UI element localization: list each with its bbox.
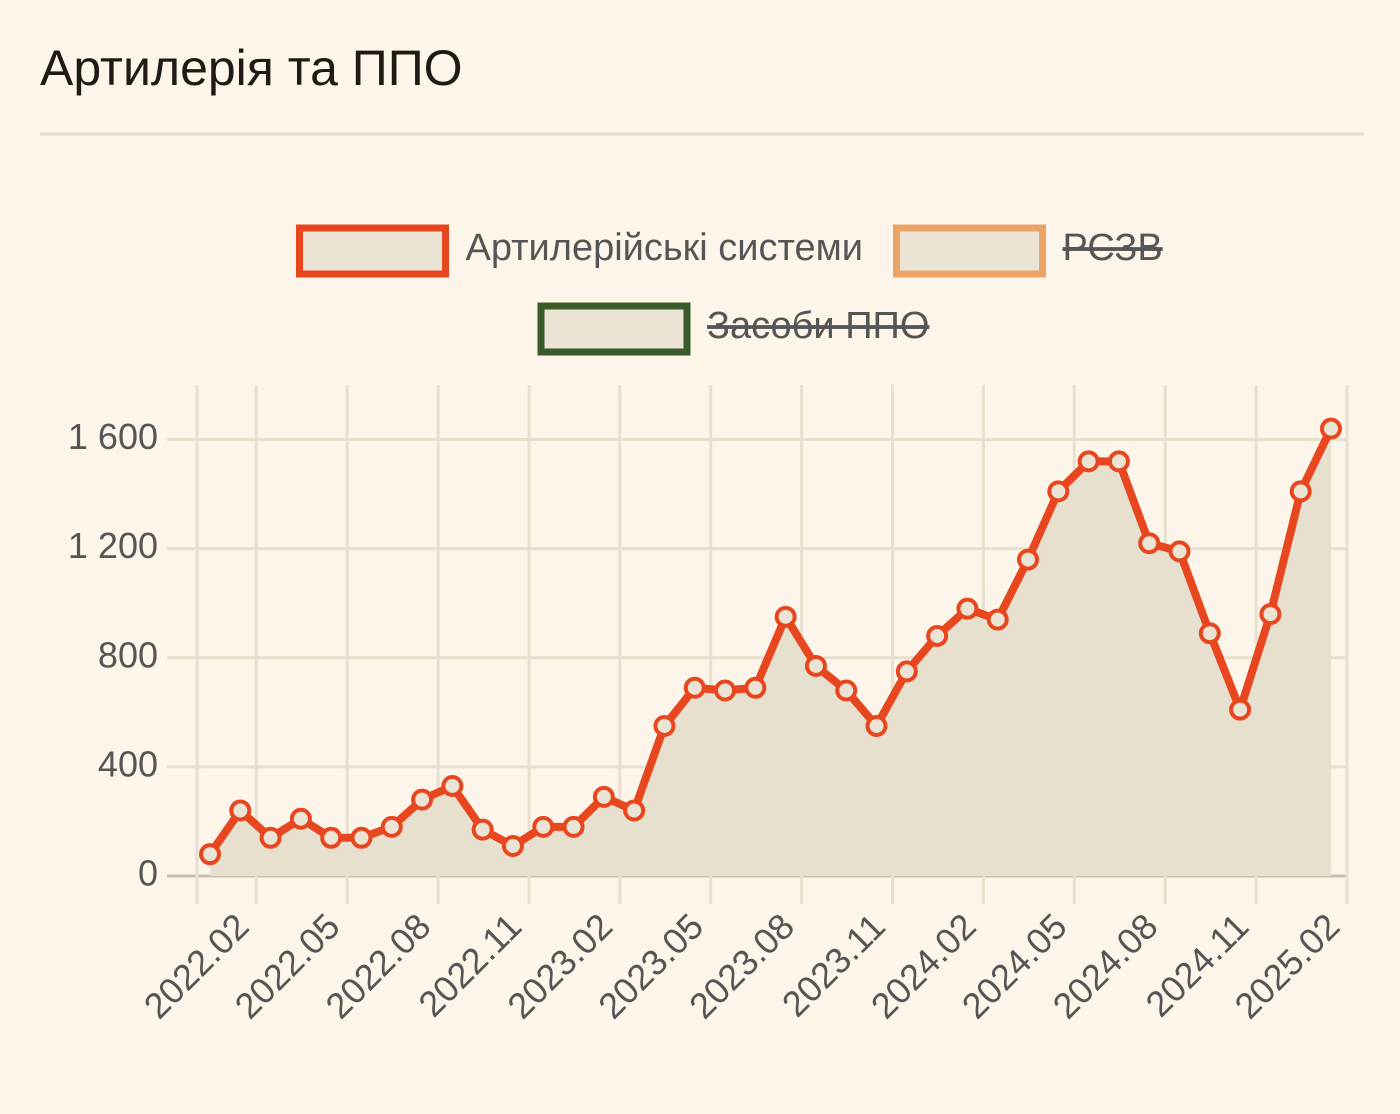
point [653, 714, 676, 737]
point [441, 774, 464, 797]
point [501, 834, 524, 857]
point [895, 660, 918, 683]
legend-label[interactable]: Артилерійські системи [466, 227, 864, 269]
point [320, 826, 343, 849]
legend-swatch[interactable] [537, 302, 691, 356]
y-tick-label: 400 [98, 743, 158, 784]
point [683, 676, 706, 699]
point [471, 818, 494, 841]
point [956, 597, 979, 620]
point [1259, 603, 1282, 626]
y-tick-label: 1 600 [68, 416, 158, 457]
point [1320, 417, 1342, 440]
point [744, 676, 767, 699]
point [865, 714, 888, 737]
point [1138, 532, 1161, 555]
point [229, 799, 252, 822]
point [1047, 480, 1070, 503]
legend-label[interactable]: РСЗВ [1063, 227, 1163, 269]
legend-label[interactable]: Засоби ППО [707, 305, 929, 347]
point [532, 815, 555, 838]
point [562, 815, 585, 838]
chart-title: Артилерія та ППО [40, 40, 463, 96]
y-tick-label: 800 [98, 634, 158, 675]
point [986, 608, 1009, 631]
point [380, 815, 403, 838]
y-tick-label: 1 200 [68, 525, 158, 566]
point [1289, 480, 1312, 503]
point [623, 799, 646, 822]
point [1229, 698, 1252, 721]
point [259, 826, 282, 849]
point [289, 807, 312, 830]
point [411, 788, 434, 811]
point [199, 843, 221, 866]
point [1198, 622, 1221, 645]
point [1168, 540, 1191, 563]
point [804, 654, 827, 677]
point [350, 826, 373, 849]
point [926, 624, 949, 647]
point [592, 785, 615, 808]
point [774, 605, 797, 628]
point [1017, 548, 1040, 571]
point [714, 679, 737, 702]
point [1077, 450, 1100, 473]
point [835, 679, 858, 702]
legend-swatch[interactable] [893, 224, 1046, 278]
point [1107, 450, 1130, 473]
y-tick-label: 0 [138, 853, 158, 894]
legend-swatch[interactable] [296, 224, 449, 278]
